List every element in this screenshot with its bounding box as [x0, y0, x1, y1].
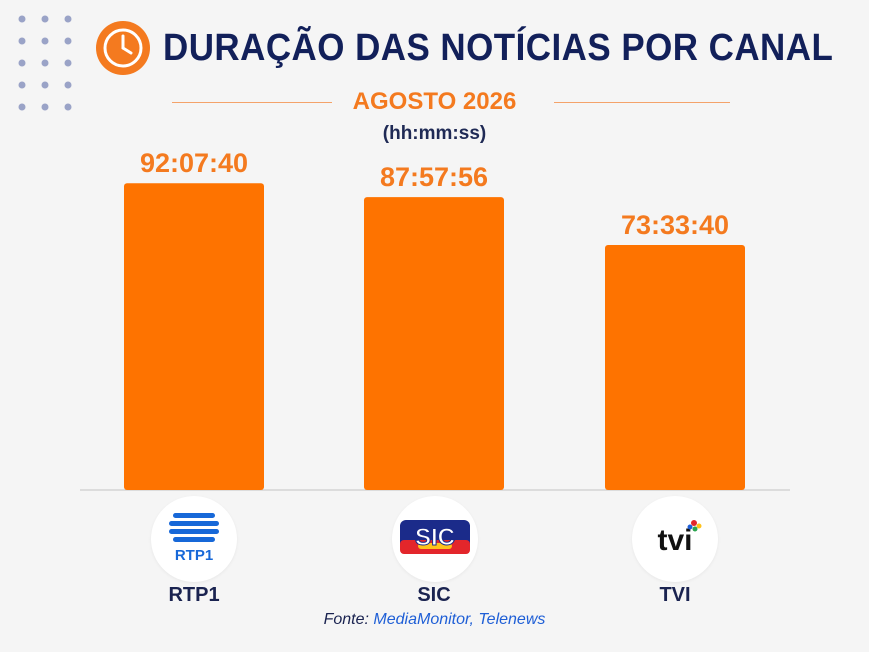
subtitle-rule-left [172, 102, 332, 103]
bar-value-label: 73:33:40 [621, 210, 729, 240]
subtitle-rule-right [554, 102, 730, 103]
bar-value-label: 87:57:56 [380, 162, 488, 192]
category-label: SIC [417, 584, 450, 606]
category-label: TVI [659, 584, 690, 606]
bar-tvi [605, 245, 745, 490]
sic-logo: SIC [392, 496, 478, 582]
chart-title: DURAÇÃO DAS NOTÍCIAS POR CANAL [163, 26, 834, 69]
bar-sic [364, 197, 504, 490]
svg-text:tvi: tvi [657, 524, 692, 557]
svg-text:SIC: SIC [415, 524, 455, 551]
source-names: MediaMonitor, Telenews [373, 611, 546, 628]
decorative-dots [18, 15, 72, 111]
chart-unit: (hh:mm:ss) [382, 123, 487, 144]
bar-value-label: 92:07:40 [140, 148, 248, 178]
chart-subtitle: AGOSTO 2026 [352, 88, 517, 115]
tvi-logo: tvi [632, 496, 718, 582]
source-note: Fonte: MediaMonitor, Telenews [0, 611, 869, 629]
category-label: RTP1 [168, 584, 219, 606]
rtp1-logo: RTP1 [151, 496, 237, 582]
source-prefix: Fonte: [323, 611, 374, 628]
bar-rtp1 [124, 183, 264, 491]
svg-text:RTP1: RTP1 [175, 547, 213, 564]
clock-icon [96, 21, 150, 75]
chart-header: DURAÇÃO DAS NOTÍCIAS POR CANAL [95, 20, 869, 76]
